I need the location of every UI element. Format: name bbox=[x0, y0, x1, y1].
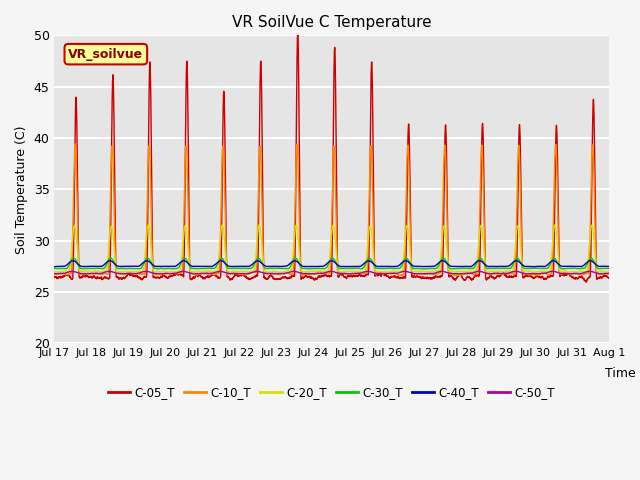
C-05_T bbox=[605, 275, 612, 281]
C-20_T bbox=[456, 268, 464, 274]
C-10_T bbox=[311, 272, 319, 277]
C-10_T bbox=[457, 273, 465, 278]
C-40_T bbox=[311, 264, 319, 269]
C-50_T bbox=[426, 271, 433, 276]
C-20_T bbox=[488, 268, 495, 274]
Line: C-40_T: C-40_T bbox=[54, 261, 609, 267]
C-10_T bbox=[604, 270, 612, 276]
C-40_T bbox=[150, 263, 158, 269]
C-30_T bbox=[311, 265, 319, 271]
C-50_T bbox=[150, 270, 158, 276]
C-50_T bbox=[488, 271, 495, 276]
C-05_T bbox=[582, 279, 590, 285]
C-50_T bbox=[604, 271, 612, 276]
Title: VR SoilVue C Temperature: VR SoilVue C Temperature bbox=[232, 15, 431, 30]
C-05_T bbox=[488, 273, 495, 278]
C-30_T bbox=[605, 265, 612, 271]
C-20_T bbox=[605, 269, 612, 275]
C-30_T bbox=[51, 265, 58, 271]
C-30_T bbox=[422, 266, 429, 272]
Text: VR_soilvue: VR_soilvue bbox=[68, 48, 143, 60]
Line: C-20_T: C-20_T bbox=[54, 225, 609, 272]
C-10_T bbox=[456, 272, 464, 277]
C-50_T bbox=[456, 271, 464, 276]
C-30_T bbox=[456, 265, 464, 271]
C-40_T bbox=[605, 264, 612, 269]
C-05_T bbox=[426, 276, 433, 281]
C-30_T bbox=[150, 265, 158, 271]
C-50_T bbox=[605, 271, 612, 276]
C-20_T bbox=[51, 269, 58, 275]
C-40_T bbox=[529, 264, 537, 270]
C-50_T bbox=[311, 271, 319, 276]
C-40_T bbox=[488, 264, 495, 269]
C-20_T bbox=[311, 268, 319, 274]
C-30_T bbox=[440, 255, 447, 261]
C-05_T bbox=[294, 30, 301, 36]
C-40_T bbox=[425, 264, 433, 269]
C-50_T bbox=[548, 268, 556, 274]
C-30_T bbox=[426, 266, 433, 272]
C-20_T bbox=[150, 269, 158, 275]
C-40_T bbox=[604, 264, 612, 269]
C-50_T bbox=[272, 271, 280, 276]
C-10_T bbox=[72, 141, 79, 147]
C-05_T bbox=[456, 272, 464, 278]
C-10_T bbox=[51, 271, 58, 277]
Line: C-05_T: C-05_T bbox=[54, 33, 609, 282]
C-05_T bbox=[311, 277, 319, 283]
C-10_T bbox=[605, 270, 612, 276]
C-30_T bbox=[604, 265, 612, 271]
C-20_T bbox=[278, 269, 285, 275]
C-40_T bbox=[51, 264, 58, 269]
C-40_T bbox=[439, 258, 447, 264]
Legend: C-05_T, C-10_T, C-20_T, C-30_T, C-40_T, C-50_T: C-05_T, C-10_T, C-20_T, C-30_T, C-40_T, … bbox=[104, 381, 559, 404]
C-05_T bbox=[51, 274, 58, 280]
C-20_T bbox=[426, 269, 433, 275]
Line: C-10_T: C-10_T bbox=[54, 144, 609, 276]
X-axis label: Time: Time bbox=[605, 367, 636, 380]
C-10_T bbox=[426, 271, 433, 276]
C-50_T bbox=[51, 271, 58, 276]
Line: C-30_T: C-30_T bbox=[54, 258, 609, 269]
Line: C-50_T: C-50_T bbox=[54, 271, 609, 274]
C-20_T bbox=[604, 269, 612, 275]
C-30_T bbox=[488, 265, 495, 271]
Y-axis label: Soil Temperature (C): Soil Temperature (C) bbox=[15, 125, 28, 253]
C-10_T bbox=[150, 271, 158, 277]
C-05_T bbox=[150, 274, 158, 280]
C-40_T bbox=[456, 264, 464, 269]
C-20_T bbox=[255, 222, 263, 228]
C-05_T bbox=[604, 275, 612, 280]
C-10_T bbox=[488, 272, 495, 277]
